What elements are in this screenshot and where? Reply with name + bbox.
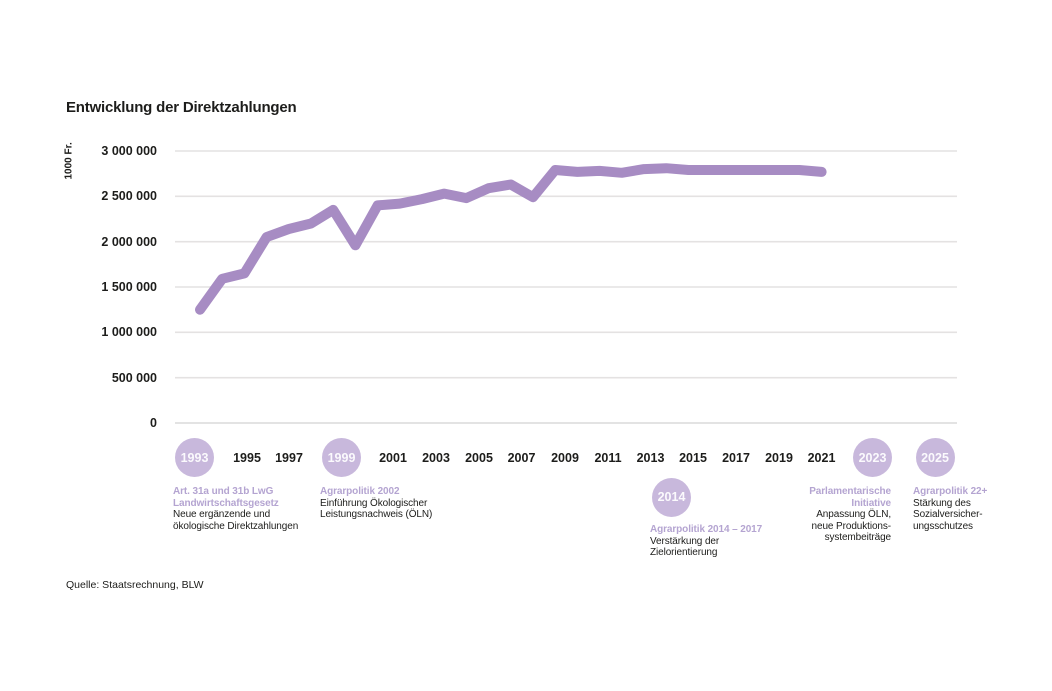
y-tick-label: 3 000 000 <box>101 144 157 158</box>
x-tick-label: 2013 <box>636 451 665 465</box>
x-tick-label: 2007 <box>507 451 536 465</box>
x-tick-label: 2011 <box>594 451 622 465</box>
source-caption: Quelle: Staatsrechnung, BLW <box>66 579 204 591</box>
milestone-circle-2014: 2014 <box>652 477 691 517</box>
chart-title: Entwicklung der Direktzahlungen <box>66 99 297 116</box>
x-tick-label: 2005 <box>465 451 493 465</box>
annotation-body-line: ungsschutzes <box>913 520 973 532</box>
x-tick-label: 2003 <box>422 451 450 465</box>
x-tick-label: 2019 <box>765 451 793 465</box>
annotation-heading-line: Landwirtschaftsgesetz <box>173 497 279 509</box>
x-tick-label: 2009 <box>551 451 579 465</box>
annotation-heading-line: Art. 31a und 31b LwG <box>173 486 274 497</box>
annotation-heading-line: Parlamentarische <box>809 486 891 497</box>
milestone-circle-1993: 1993 <box>175 438 214 477</box>
annotation-body-line: Verstärkung der <box>650 535 720 547</box>
milestone-circle-2023: 2023 <box>853 438 892 477</box>
annotation-heading-line: Agrarpolitik 2002 <box>320 486 400 497</box>
annotation-body-line: ökologische Direktzahlungen <box>173 520 299 532</box>
milestone-annotation-2023: Parlamentarische Initiative Anpassung ÖLN,… <box>809 486 891 544</box>
milestone-circle-1999: 1999 <box>322 438 361 477</box>
annotation-heading-line: Initiative <box>851 497 891 509</box>
x-tick-label: 2021 <box>807 451 836 465</box>
annotation-body-line: Neue ergänzende und <box>173 509 271 521</box>
annotation-body-line: Zielorientierung <box>650 547 718 559</box>
annotation-body-line: Einführung Ökologischer <box>320 497 428 509</box>
annotation-heading-line: Agrarpolitik 22+ <box>913 486 988 497</box>
x-tick-label: 2001 <box>379 451 407 465</box>
milestone-circle-2025: 2025 <box>915 438 955 477</box>
annotation-body-line: Stärkung des <box>913 497 971 509</box>
annotation-body-line: Anpassung ÖLN, <box>816 509 891 521</box>
y-tick-label: 0 <box>150 416 157 430</box>
annotation-body-line: Leistungsnachweis (ÖLN) <box>320 509 433 521</box>
milestone-annotation-2025: Agrarpolitik 22+ Stärkung des Sozialversic… <box>913 486 987 532</box>
x-tick-label: 1997 <box>275 451 303 465</box>
y-tick-label: 1 000 000 <box>101 325 157 340</box>
milestone-annotation-2014: Agrarpolitik 2014 – 2017 Verstärkung der Z… <box>650 524 762 559</box>
y-tick-label: 1 500 000 <box>101 280 157 294</box>
milestone-annotation-1999: Agrarpolitik 2002 Einführung Ökologischer… <box>320 486 432 521</box>
y-tick-label: 2 500 000 <box>101 189 157 204</box>
annotation-body-line: neue Produktions- <box>811 520 892 532</box>
direct-payments-trend-line <box>195 163 827 315</box>
milestone-annotation-1993: Art. 31a und 31b LwG Landwirtschaftsgeset… <box>173 486 298 532</box>
x-tick-label: 1995 <box>233 451 261 465</box>
x-tick-label: 2017 <box>722 451 750 465</box>
annotation-body-line: systembeiträge <box>824 532 892 544</box>
annotation-body-line: Sozialversicher- <box>913 509 983 521</box>
y-tick-label: 500 000 <box>111 370 157 385</box>
y-tick-label: 2 000 000 <box>101 234 157 249</box>
annotation-heading-line: Agrarpolitik 2014 – 2017 <box>650 524 763 535</box>
x-tick-label: 2015 <box>679 451 707 465</box>
